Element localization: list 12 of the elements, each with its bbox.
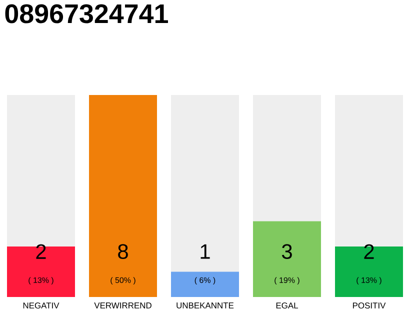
- data-label: 2: [36, 244, 46, 259]
- x-tick-label: UNBEKANNTE: [176, 302, 234, 308]
- chart-title: 08967324741: [5, 4, 168, 24]
- bar: [171, 272, 240, 297]
- x-tick-label: EGAL: [276, 302, 298, 309]
- data-label: 8: [118, 244, 128, 259]
- data-label: 3: [282, 244, 292, 259]
- x-tick-label: NEGATIV: [23, 302, 60, 309]
- data-label: 2: [364, 244, 374, 259]
- data-label: 1: [200, 244, 210, 259]
- x-tick-label: POSITIV: [352, 302, 386, 309]
- x-tick-label: VERWIRREND: [94, 302, 152, 308]
